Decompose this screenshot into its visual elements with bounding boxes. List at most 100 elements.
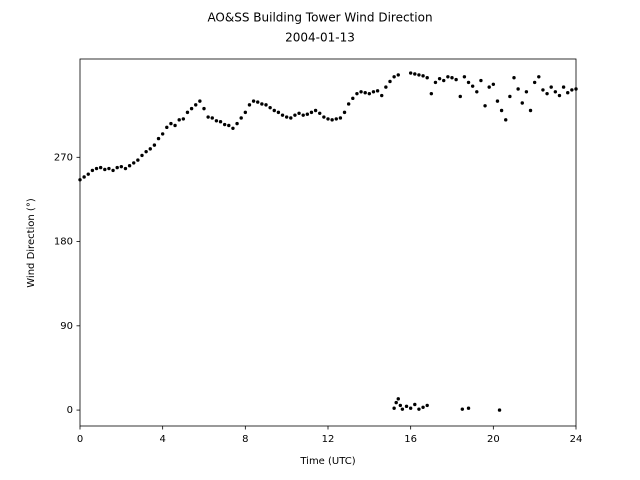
point xyxy=(152,143,157,147)
point xyxy=(293,113,297,117)
point xyxy=(346,102,351,106)
point xyxy=(243,110,248,115)
point xyxy=(136,158,140,162)
point xyxy=(413,72,417,76)
x-tick-label: 4 xyxy=(159,434,165,445)
point xyxy=(421,74,425,78)
point xyxy=(251,99,256,103)
point xyxy=(189,106,194,111)
x-tick-label: 12 xyxy=(322,434,335,445)
point xyxy=(475,90,479,94)
x-tick-label: 8 xyxy=(242,434,248,445)
point xyxy=(351,96,355,101)
point xyxy=(359,90,363,94)
point xyxy=(396,73,400,77)
x-tick-label: 24 xyxy=(570,434,583,445)
point xyxy=(487,85,491,89)
point xyxy=(460,407,465,411)
point xyxy=(528,108,533,113)
point xyxy=(437,76,442,81)
point xyxy=(375,89,380,93)
point xyxy=(214,119,219,123)
y-axis-label: Wind Direction (°) xyxy=(26,198,37,288)
point xyxy=(429,91,434,96)
point xyxy=(206,115,210,119)
point xyxy=(276,110,281,115)
point xyxy=(371,90,376,94)
point xyxy=(231,126,235,130)
point xyxy=(400,407,405,411)
point xyxy=(165,125,169,130)
point xyxy=(94,166,99,171)
point xyxy=(516,87,520,91)
point xyxy=(82,175,86,179)
point xyxy=(458,94,462,99)
point xyxy=(115,165,119,170)
x-tick-label: 20 xyxy=(487,434,500,445)
point xyxy=(499,108,504,113)
point xyxy=(227,123,231,128)
point xyxy=(264,103,268,107)
point xyxy=(169,121,173,126)
point xyxy=(338,116,343,120)
point xyxy=(355,91,359,96)
point xyxy=(111,168,115,173)
point xyxy=(198,99,202,103)
chart-subtitle: 2004-01-13 xyxy=(285,31,355,45)
point xyxy=(392,406,396,410)
point xyxy=(384,85,388,89)
point xyxy=(334,117,338,121)
point xyxy=(433,80,438,85)
point xyxy=(148,147,152,151)
point xyxy=(363,91,367,95)
point xyxy=(479,78,483,83)
point xyxy=(392,75,396,79)
point xyxy=(326,117,330,121)
point xyxy=(541,88,545,92)
chart-title: AO&SS Building Tower Wind Direction xyxy=(207,11,432,25)
point xyxy=(396,397,400,401)
point xyxy=(185,110,190,115)
point xyxy=(388,79,392,84)
point xyxy=(313,108,318,113)
point xyxy=(466,80,471,85)
point xyxy=(86,172,90,176)
point xyxy=(398,403,403,408)
point xyxy=(425,403,429,408)
point xyxy=(442,78,446,83)
point xyxy=(194,103,198,107)
point xyxy=(218,120,223,124)
plot-frame xyxy=(79,58,577,427)
point xyxy=(512,76,516,80)
point xyxy=(466,406,471,410)
x-tick-label: 16 xyxy=(404,434,417,445)
point xyxy=(404,404,409,409)
point xyxy=(394,400,398,405)
point xyxy=(470,84,475,88)
point xyxy=(98,165,103,170)
point xyxy=(520,101,524,105)
y-tick-label: 180 xyxy=(54,237,73,248)
point xyxy=(524,90,529,94)
point xyxy=(408,406,413,410)
point xyxy=(508,94,512,99)
point xyxy=(210,116,214,120)
point xyxy=(90,168,95,173)
point xyxy=(417,407,421,411)
point xyxy=(144,149,148,154)
point xyxy=(297,111,301,116)
point xyxy=(408,71,413,75)
point xyxy=(140,153,144,158)
point xyxy=(553,90,558,94)
y-tick-label: 0 xyxy=(67,405,73,416)
point xyxy=(417,73,421,77)
point xyxy=(446,75,450,79)
point xyxy=(284,115,289,119)
x-tick-label: 0 xyxy=(77,434,83,445)
point xyxy=(103,167,107,172)
point xyxy=(127,164,132,168)
point xyxy=(367,91,372,96)
point xyxy=(280,113,285,117)
point xyxy=(181,117,186,121)
